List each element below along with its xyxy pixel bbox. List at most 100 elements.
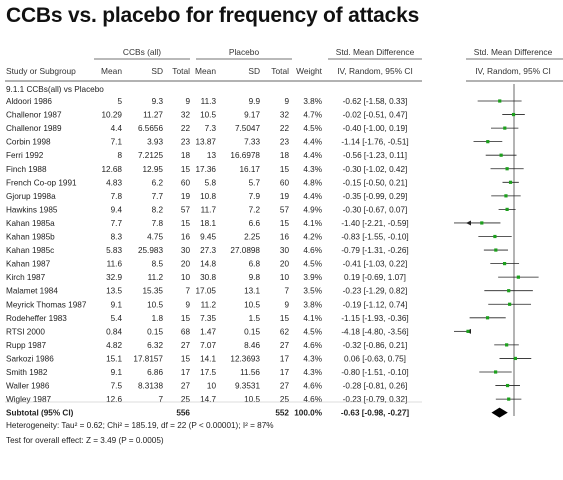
cell-ci: -0.15 [-0.50, 0.21] (343, 178, 408, 187)
study-name: Corbin 1998 (6, 138, 51, 147)
cell-mean-1: 13.5 (106, 287, 122, 296)
cell-mean-2: 27.3 (200, 246, 216, 255)
study-name: Kirch 1987 (6, 273, 46, 282)
cell-sd-2: 7.2 (249, 205, 261, 214)
cell-sd-1: 8.5 (152, 260, 164, 269)
cell-total-2: 25 (280, 395, 290, 404)
cell-ci: -0.23 [-1.29, 0.82] (343, 287, 408, 296)
cell-total-1: 15 (181, 314, 191, 323)
header-sd-2: SD (248, 66, 260, 76)
cell-total-1: 60 (181, 178, 191, 187)
study-name: Kahan 1985a (6, 219, 55, 228)
study-name: Kahan 1985b (6, 233, 55, 242)
cell-total-2: 22 (280, 124, 290, 133)
cell-total-2: 17 (280, 368, 290, 377)
study-name: Sarkozi 1986 (6, 354, 54, 363)
cell-sd-2: 16.17 (240, 165, 261, 174)
header-total-2: Total (271, 66, 289, 76)
cell-total-1: 19 (181, 192, 191, 201)
cell-sd-2: 5.7 (249, 178, 261, 187)
cell-mean-1: 4.4 (111, 124, 123, 133)
cell-mean-1: 5.83 (106, 246, 122, 255)
cell-ci: -0.80 [-1.51, -0.10] (341, 368, 408, 377)
cell-weight: 4.5% (303, 327, 322, 336)
cell-total-1: 16 (181, 233, 191, 242)
cell-sd-1: 3.93 (147, 138, 163, 147)
cell-total-2: 15 (280, 165, 290, 174)
point-estimate (494, 248, 498, 252)
cell-weight: 4.5% (303, 124, 322, 133)
point-estimate (505, 167, 509, 171)
point-estimate (507, 289, 511, 293)
subtotal-ci: -0.63 [-0.98, -0.27] (341, 409, 410, 418)
cell-total-1: 18 (181, 151, 191, 160)
cell-sd-1: 7 (158, 395, 163, 404)
cell-mean-1: 9.4 (111, 205, 123, 214)
cell-mean-1: 10.29 (102, 111, 123, 120)
point-estimate (485, 316, 490, 320)
cell-ci: -0.35 [-0.99, 0.29] (343, 192, 408, 201)
cell-total-1: 15 (181, 165, 191, 174)
cell-sd-2: 9.9 (249, 97, 261, 106)
point-estimate (507, 397, 511, 401)
cell-sd-2: 13.1 (244, 287, 260, 296)
header-mean-1: Mean (101, 66, 122, 76)
cell-mean-1: 4.82 (106, 341, 122, 350)
study-name: Finch 1988 (6, 165, 47, 174)
cell-mean-2: 13 (207, 151, 217, 160)
cell-mean-2: 10.5 (200, 111, 216, 120)
cell-mean-1: 4.83 (106, 178, 122, 187)
cell-mean-2: 17.36 (196, 165, 217, 174)
cell-mean-1: 11.6 (107, 260, 123, 269)
cell-sd-2: 9.8 (249, 273, 261, 282)
cell-mean-1: 7.5 (111, 382, 123, 391)
study-name: Challenor 1989 (6, 124, 62, 133)
header-group1: CCBs (all) (123, 47, 161, 57)
cell-mean-2: 7.35 (200, 314, 216, 323)
study-name: RTSI 2000 (6, 327, 45, 336)
cell-mean-2: 7.07 (200, 341, 216, 350)
cell-weight: 4.8% (303, 178, 322, 187)
cell-ci: -0.83 [-1.55, -0.10] (341, 233, 408, 242)
cell-mean-1: 7.8 (111, 192, 123, 201)
cell-total-2: 10 (280, 273, 290, 282)
cell-weight: 4.6% (303, 382, 322, 391)
header-sd-1: SD (151, 66, 163, 76)
cell-total-1: 30 (181, 246, 191, 255)
cell-sd-2: 9.17 (244, 111, 260, 120)
study-name: Ferri 1992 (6, 151, 44, 160)
cell-mean-2: 14.7 (200, 395, 216, 404)
study-name: Malamet 1984 (6, 287, 58, 296)
header-effect-plot: Std. Mean Difference (474, 47, 553, 57)
cell-sd-1: 4.75 (147, 233, 163, 242)
point-estimate (508, 302, 512, 306)
cell-sd-1: 6.86 (147, 368, 163, 377)
cell-mean-1: 8 (117, 151, 122, 160)
cell-sd-1: 6.2 (152, 178, 164, 187)
cell-mean-2: 17.05 (196, 287, 217, 296)
cell-weight: 4.2% (303, 233, 322, 242)
point-estimate (513, 356, 517, 361)
cell-weight: 4.3% (303, 354, 322, 363)
cell-ci: -0.79 [-1.31, -0.26] (341, 246, 408, 255)
cell-ci: 0.19 [-0.69, 1.07] (344, 273, 406, 282)
cell-mean-2: 9.45 (200, 233, 216, 242)
cell-total-1: 9 (185, 97, 190, 106)
header-weight: Weight (296, 66, 323, 76)
cell-sd-1: 25.983 (138, 246, 163, 255)
cell-mean-2: 18.1 (200, 219, 216, 228)
study-name: Aldoori 1986 (6, 97, 52, 106)
cell-total-2: 19 (280, 192, 290, 201)
point-estimate (503, 126, 507, 130)
study-name: Wigley 1987 (6, 395, 52, 404)
cell-sd-2: 10.5 (244, 395, 260, 404)
cell-mean-2: 5.8 (205, 178, 217, 187)
cell-total-2: 62 (280, 327, 290, 336)
cell-sd-1: 12.95 (143, 165, 164, 174)
study-name: Meyrick Thomas 1987 (6, 300, 87, 309)
cell-weight: 4.6% (303, 341, 322, 350)
cell-weight: 4.4% (303, 138, 322, 147)
point-estimate (486, 140, 490, 144)
cell-ci: -0.40 [-1.00, 0.19] (343, 124, 408, 133)
